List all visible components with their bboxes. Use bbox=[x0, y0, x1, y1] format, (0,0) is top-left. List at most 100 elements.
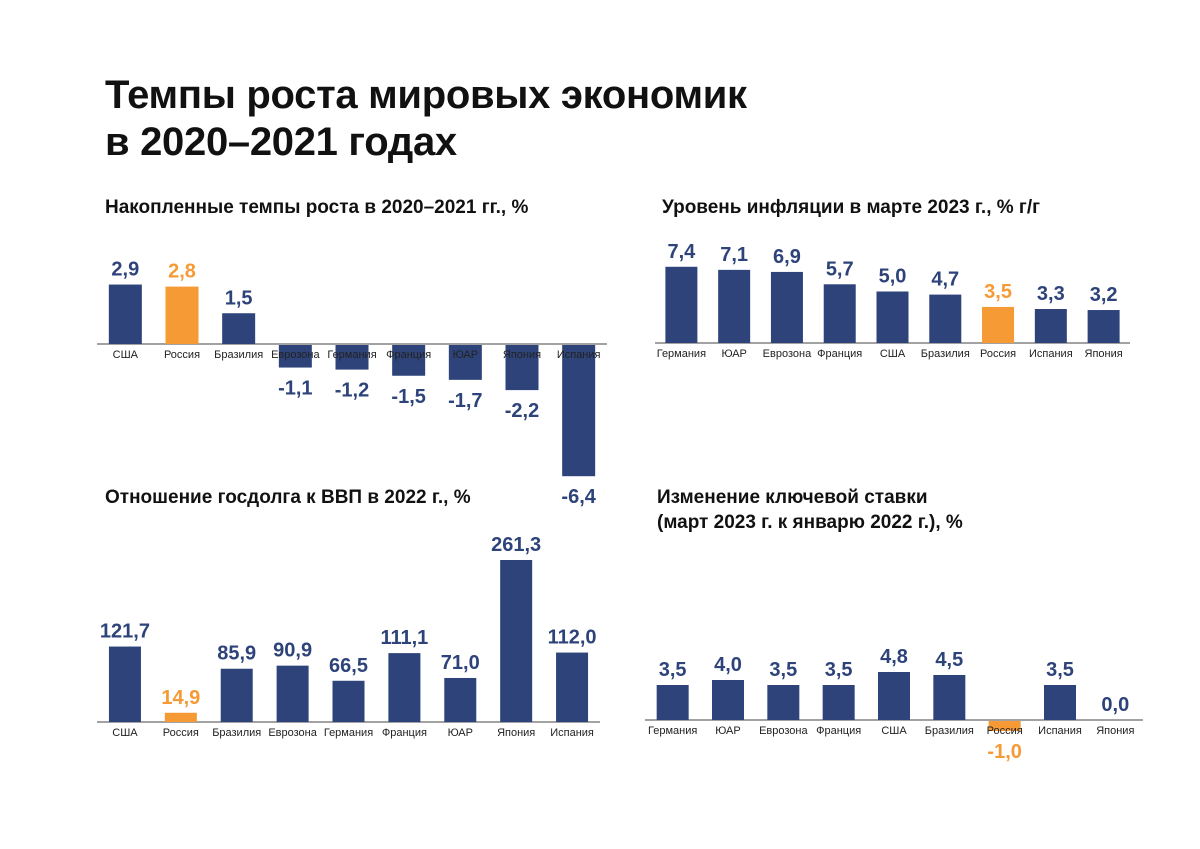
chart-inflation: 7,4 Германия 7,1 ЮАР 6,9 Еврозона 5,7 Франция 5,… bbox=[655, 241, 1130, 360]
bar bbox=[500, 559, 533, 722]
bar bbox=[1044, 685, 1076, 720]
page-title-line2: в 2020–2021 годах bbox=[105, 120, 457, 164]
bar bbox=[164, 712, 197, 722]
chart-inflation-title-text: Уровень инфляции в марте 2023 г., % г/г bbox=[662, 197, 1041, 218]
chart-inflation-title: Уровень инфляции в марте 2023 г., % г/г bbox=[662, 195, 1040, 220]
chart-rate-subtitle-text: (март 2023 г. к январю 2022 г.), % bbox=[657, 512, 963, 533]
value-label: 3,5 bbox=[984, 281, 1012, 303]
value-label: 6,9 bbox=[773, 246, 801, 268]
bar bbox=[929, 294, 962, 343]
value-label: 111,1 bbox=[380, 627, 428, 649]
chart-rate-title: Изменение ключевой ставки (март 2023 г. … bbox=[657, 485, 963, 535]
bar bbox=[712, 680, 744, 720]
value-label: 71,0 bbox=[441, 652, 480, 674]
value-label: 2,8 bbox=[168, 261, 196, 283]
category-label: Испания bbox=[557, 349, 601, 361]
category-label: Еврозона bbox=[268, 727, 317, 739]
bar bbox=[108, 284, 142, 344]
bar bbox=[392, 345, 426, 376]
chart-debt-title-text: Отношение госдолга к ВВП в 2022 г., % bbox=[105, 487, 471, 508]
bar bbox=[822, 685, 855, 720]
category-label: Франция bbox=[817, 348, 862, 360]
bar bbox=[1087, 310, 1120, 343]
category-label: ЮАР bbox=[721, 348, 746, 360]
category-label: Япония bbox=[1085, 348, 1123, 360]
value-label: -1,7 bbox=[448, 390, 482, 412]
value-label: 90,9 bbox=[273, 640, 312, 662]
value-label: -1,1 bbox=[278, 378, 312, 400]
category-label: Германия bbox=[324, 727, 373, 739]
category-label: Россия bbox=[163, 727, 199, 739]
value-label: -6,4 bbox=[561, 486, 596, 508]
chart-growth: 2,9 США 2,8 Россия 1,5 Бразилия -1,1 Еврозона -1… bbox=[97, 259, 607, 508]
category-label: Германия bbox=[657, 348, 706, 360]
chart-growth-title: Накопленные темпы роста в 2020–2021 гг.,… bbox=[105, 195, 528, 220]
value-label: -1,0 bbox=[987, 741, 1021, 763]
bar bbox=[505, 345, 539, 391]
category-label: Россия bbox=[987, 725, 1023, 737]
category-label: ЮАР bbox=[453, 349, 478, 361]
category-label: ЮАР bbox=[715, 725, 740, 737]
value-label: 4,8 bbox=[880, 646, 908, 668]
bar bbox=[222, 313, 256, 344]
bar bbox=[718, 269, 751, 343]
value-label: 7,4 bbox=[667, 241, 696, 263]
chart-growth-title-text: Накопленные темпы роста в 2020–2021 гг.,… bbox=[105, 197, 529, 218]
category-label: Япония bbox=[1096, 725, 1134, 737]
value-label: 0,0 bbox=[1101, 694, 1129, 716]
value-label: 5,7 bbox=[826, 258, 854, 280]
category-label: Германия bbox=[648, 725, 697, 737]
bar bbox=[982, 306, 1015, 343]
value-label: 85,9 bbox=[217, 643, 256, 665]
category-label: Россия bbox=[980, 348, 1016, 360]
bar bbox=[332, 680, 365, 722]
category-label: Испания bbox=[550, 727, 594, 739]
value-label: 3,3 bbox=[1037, 283, 1065, 305]
chart-rate-title-text: Изменение ключевой ставки bbox=[657, 487, 928, 508]
value-label: -2,2 bbox=[505, 400, 539, 422]
category-label: ЮАР bbox=[448, 727, 473, 739]
category-label: США bbox=[112, 727, 138, 739]
bar bbox=[444, 677, 477, 722]
value-label: -1,2 bbox=[335, 380, 369, 402]
chart-rate: 3,5 Германия 4,0 ЮАР 3,5 Еврозона 3,5 Франция 4,… bbox=[645, 646, 1143, 763]
bar bbox=[770, 271, 803, 343]
category-label: США bbox=[881, 725, 907, 737]
bar bbox=[278, 345, 312, 368]
page-title: Темпы роста мировых экономик в 2020–2021… bbox=[105, 72, 747, 166]
category-label: США bbox=[880, 348, 906, 360]
value-label: 2,9 bbox=[111, 259, 139, 281]
bar bbox=[388, 653, 421, 722]
value-label: 3,5 bbox=[825, 659, 853, 681]
value-label: 3,5 bbox=[1046, 659, 1074, 681]
chart-debt: 121,7 США 14,9 Россия 85,9 Бразилия 90,9 Еврозо… bbox=[97, 534, 600, 739]
category-label: Германия bbox=[327, 349, 376, 361]
category-label: США bbox=[113, 349, 139, 361]
category-label: Испания bbox=[1038, 725, 1082, 737]
bar bbox=[823, 284, 856, 343]
category-label: Бразилия bbox=[212, 727, 261, 739]
value-label: 5,0 bbox=[879, 266, 907, 288]
bar bbox=[1034, 309, 1067, 343]
bar bbox=[988, 721, 1021, 731]
value-label: 4,0 bbox=[714, 654, 742, 676]
bar bbox=[665, 266, 698, 343]
value-label: 7,1 bbox=[720, 244, 748, 266]
category-label: Еврозона bbox=[759, 725, 808, 737]
value-label: 4,5 bbox=[935, 649, 963, 671]
category-label: Бразилия bbox=[925, 725, 974, 737]
bar bbox=[878, 672, 910, 720]
value-label: 112,0 bbox=[548, 627, 597, 649]
bar bbox=[448, 345, 482, 380]
category-label: Франция bbox=[816, 725, 861, 737]
value-label: 121,7 bbox=[100, 621, 150, 643]
bar bbox=[933, 675, 966, 720]
category-label: Испания bbox=[1029, 348, 1073, 360]
category-label: Франция bbox=[382, 727, 427, 739]
value-label: 66,5 bbox=[329, 655, 368, 677]
value-label: 261,3 bbox=[491, 534, 541, 556]
bar bbox=[562, 345, 596, 477]
category-label: Еврозона bbox=[763, 348, 812, 360]
bar bbox=[220, 668, 253, 722]
